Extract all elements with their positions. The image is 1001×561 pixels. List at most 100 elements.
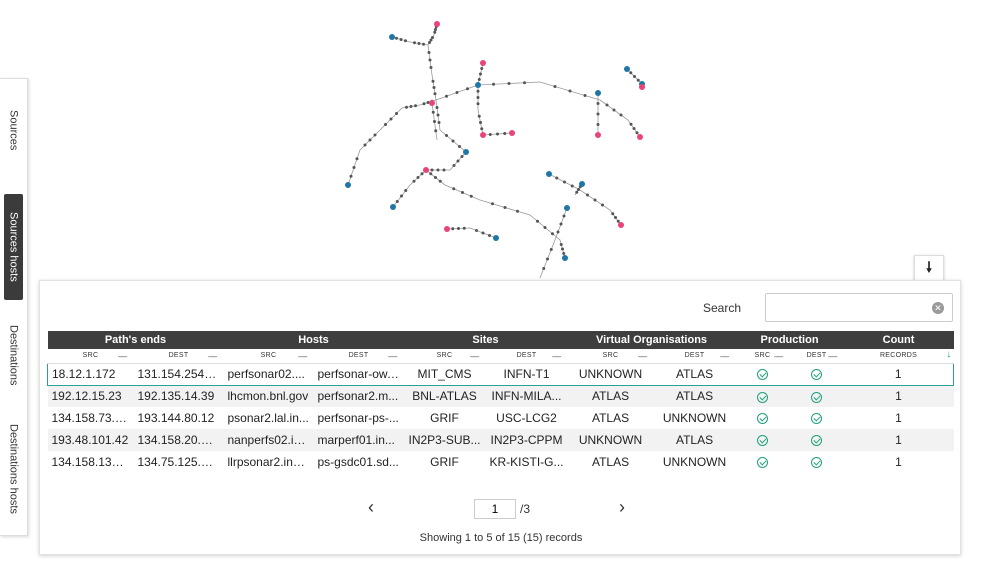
filter-icon[interactable]: —	[720, 351, 730, 361]
graph-node[interactable]	[595, 90, 601, 96]
table-cell: ATLAS	[653, 429, 736, 451]
graph-node[interactable]	[579, 181, 585, 187]
column-header[interactable]: DEST —	[653, 349, 736, 364]
table-row[interactable]: 192.12.15.23 192.135.14.39 lhcmon.bnl.gov p…	[47, 385, 954, 407]
pagination: ‹ /3 ›	[40, 497, 962, 521]
network-graph[interactable]	[0, 0, 1001, 300]
column-header[interactable]: SRC —	[223, 349, 314, 364]
table-cell: 1	[843, 385, 954, 407]
graph-node[interactable]	[493, 235, 499, 241]
graph-hop-node	[516, 209, 519, 213]
tab-sources-hosts[interactable]: Sources hosts	[4, 194, 23, 300]
column-header[interactable]: DEST —	[789, 349, 844, 364]
filter-icon[interactable]: —	[298, 351, 308, 361]
search-label: Search	[703, 301, 742, 315]
check-circle-icon	[757, 435, 769, 447]
table-row[interactable]: 193.48.101.42 134.158.20.191 nanperfs02.in…	[47, 429, 954, 451]
graph-node[interactable]	[564, 205, 570, 211]
group-header: Sites	[403, 331, 568, 349]
graph-node[interactable]	[618, 222, 624, 228]
graph-hop-node	[416, 176, 420, 179]
graph-node[interactable]	[345, 182, 351, 188]
graph-node[interactable]	[423, 167, 429, 173]
graph-hop-node	[575, 190, 579, 194]
tab-destinations[interactable]: Destinations	[7, 324, 20, 386]
download-button[interactable]: 🠗	[914, 255, 944, 283]
table-cell: ATLAS	[567, 385, 654, 407]
table-cell: 1	[895, 455, 902, 469]
table-cell: MIT_CMS	[403, 362, 486, 386]
page-number-input[interactable]	[474, 499, 516, 519]
graph-hop-node	[586, 193, 589, 197]
column-header[interactable]: SRC —	[567, 349, 654, 364]
graph-node[interactable]	[390, 204, 396, 210]
graph-node[interactable]	[429, 100, 435, 106]
production-cell	[789, 362, 844, 386]
graph-hop-node	[445, 94, 448, 98]
table-row[interactable]: 134.158.73.244 193.144.80.12 psonar2.lal.i…	[48, 407, 954, 429]
filter-icon[interactable]: —	[828, 351, 838, 361]
graph-node[interactable]	[444, 226, 450, 232]
graph-node[interactable]	[463, 149, 469, 155]
graph-node[interactable]	[480, 132, 486, 138]
graph-hop-node	[562, 252, 566, 255]
column-header[interactable]: DEST —	[485, 349, 568, 364]
sort-icon[interactable]: ↓	[946, 349, 952, 360]
graph-hop-node	[491, 202, 494, 206]
table-cell: psonar2.lal.in...	[227, 411, 309, 425]
table-cell: IN2P3-CPPM	[485, 429, 568, 451]
graph-edge	[392, 169, 427, 208]
graph-node[interactable]	[509, 130, 515, 136]
clear-icon[interactable]: ✕	[932, 302, 944, 314]
column-header[interactable]: DEST —	[313, 349, 404, 364]
table-cell: 1	[895, 411, 902, 425]
filter-icon[interactable]: —	[388, 351, 398, 361]
filter-icon[interactable]: —	[552, 351, 562, 361]
column-header[interactable]: SRC —	[403, 349, 486, 364]
table-cell: ATLAS	[591, 411, 630, 425]
graph-hop-node	[479, 72, 482, 76]
graph-node[interactable]	[389, 34, 395, 40]
filter-icon[interactable]: —	[118, 351, 128, 361]
next-page-button[interactable]: ›	[619, 497, 625, 517]
graph-node[interactable]	[480, 60, 486, 66]
tab-destinations-hosts[interactable]: Destinations hosts	[7, 424, 20, 514]
table-cell: perfsonar-ps-...	[317, 411, 399, 425]
graph-node[interactable]	[434, 21, 440, 27]
table-row[interactable]: 134.158.132.... 134.75.125.241 llrpsonar2.…	[48, 451, 954, 473]
graph-node[interactable]	[546, 171, 552, 177]
table-cell: 193.48.101.42	[47, 429, 134, 451]
graph-hop-node	[438, 179, 442, 183]
graph-hop-node	[542, 267, 546, 270]
prev-page-button[interactable]: ‹	[368, 497, 374, 517]
filter-icon[interactable]: —	[638, 351, 648, 361]
column-header[interactable]: DEST —	[133, 349, 224, 364]
graph-hop-node	[461, 191, 464, 194]
graph-node[interactable]	[624, 66, 630, 72]
graph-node[interactable]	[639, 84, 645, 90]
graph-hop-node	[619, 113, 623, 117]
graph-node[interactable]	[562, 255, 568, 261]
graph-node[interactable]	[637, 134, 643, 140]
filter-icon[interactable]: —	[208, 351, 218, 361]
check-circle-icon	[757, 413, 769, 425]
graph-hop-node	[429, 38, 433, 42]
table-cell: ATLAS	[653, 385, 736, 407]
column-header[interactable]: SRC —	[735, 349, 790, 364]
column-header[interactable]: RECORDS ↓	[843, 349, 954, 364]
graph-hop-node	[368, 138, 372, 142]
filter-icon[interactable]: —	[470, 351, 480, 361]
graph-hop-node	[488, 133, 492, 136]
table-row[interactable]: 18.12.1.172 131.154.254.12 perfsonar02....…	[47, 362, 955, 386]
tab-sources[interactable]: Sources	[7, 109, 20, 151]
column-header[interactable]: SRC —	[47, 349, 134, 364]
table-cell: perfsonar02....	[223, 362, 314, 386]
graph-hop-node	[420, 172, 424, 176]
filter-icon[interactable]: —	[774, 351, 784, 361]
graph-node[interactable]	[595, 132, 601, 138]
search-input[interactable]	[766, 294, 926, 321]
graph-edge	[426, 151, 467, 171]
graph-node[interactable]	[475, 82, 481, 88]
graph-hop-node	[395, 36, 398, 40]
group-header: Path's ends	[47, 331, 224, 349]
